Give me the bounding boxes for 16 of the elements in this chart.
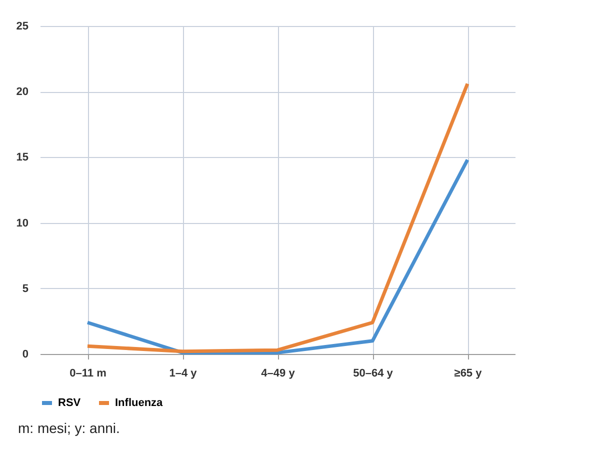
- y-tick-label: 25: [16, 20, 28, 32]
- line-series: [86, 158, 470, 354]
- y-tick-label: 10: [16, 217, 28, 230]
- text: m: mesi; y: anni.: [18, 420, 121, 436]
- y-tick-label: 0: [22, 348, 28, 360]
- x-tick-label: 1–4 y: [169, 368, 198, 380]
- legend-label: RSV: [58, 397, 82, 409]
- line-series: [86, 82, 470, 354]
- legend-label: Influenza: [115, 397, 164, 409]
- y-tick-label: 5: [22, 282, 28, 295]
- x-tick-label: 0–11 m: [70, 368, 107, 380]
- x-tick-label: 4–49 y: [261, 368, 296, 380]
- y-tick-label: 20: [16, 86, 28, 98]
- y-tick-label: 15: [16, 152, 28, 164]
- x-tick-label: ≥65 y: [454, 368, 483, 380]
- x-tick-label: 50–64 y: [353, 368, 394, 380]
